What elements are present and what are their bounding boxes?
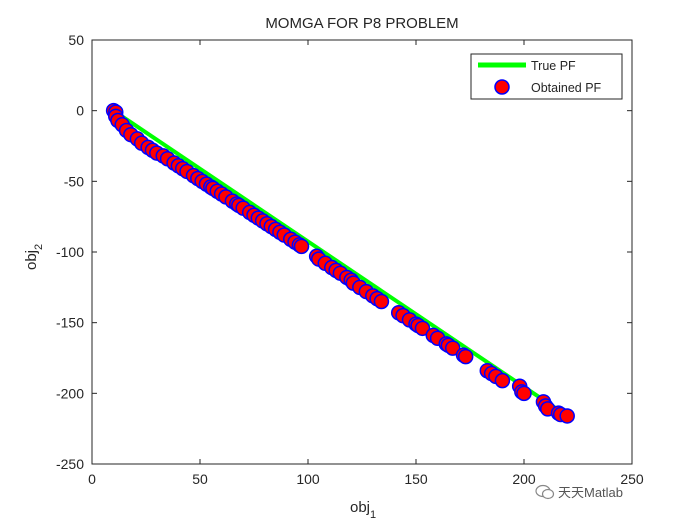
legend-marker-obtained-pf [494,79,510,95]
legend: True PF Obtained PF [470,53,623,100]
obtained-pf-point [559,408,575,424]
watermark: 天天Matlab [535,482,623,501]
x-tick-label: 100 [296,471,320,487]
x-tick-label: 200 [512,471,536,487]
x-tick-label: 150 [404,471,428,487]
y-tick-label: -150 [56,315,84,331]
legend-label-true-pf: True PF [531,59,576,73]
axes-box [91,39,633,465]
obtained-pf-point [373,293,390,310]
x-tick-label: 0 [88,471,96,487]
y-axis-label: obj2 [23,244,45,270]
chart-title: MOMGA FOR P8 PROBLEM [265,15,458,32]
y-tick-label: 50 [68,32,84,48]
obtained-pf-point [444,340,461,356]
obtained-pf-point [293,238,310,255]
obtained-pf-point [414,320,431,337]
y-tick-label: -250 [56,456,84,472]
watermark-text: 天天Matlab [558,485,624,500]
obtained-pf-point [494,372,511,389]
y-tick-label: -200 [56,385,84,401]
x-tick-label: 50 [192,471,208,487]
x-axis-label: obj1 [350,499,376,521]
y-tick-label: 0 [76,103,84,119]
y-tick-label: -100 [56,244,84,260]
legend-label-obtained-pf: Obtained PF [531,81,602,95]
y-tick-label: -50 [64,173,84,189]
obtained-pf-point [457,348,474,365]
obtained-pf-point [516,385,532,402]
x-tick-label: 250 [620,471,644,487]
legend-box [470,53,623,100]
wechat-icon [535,484,555,499]
